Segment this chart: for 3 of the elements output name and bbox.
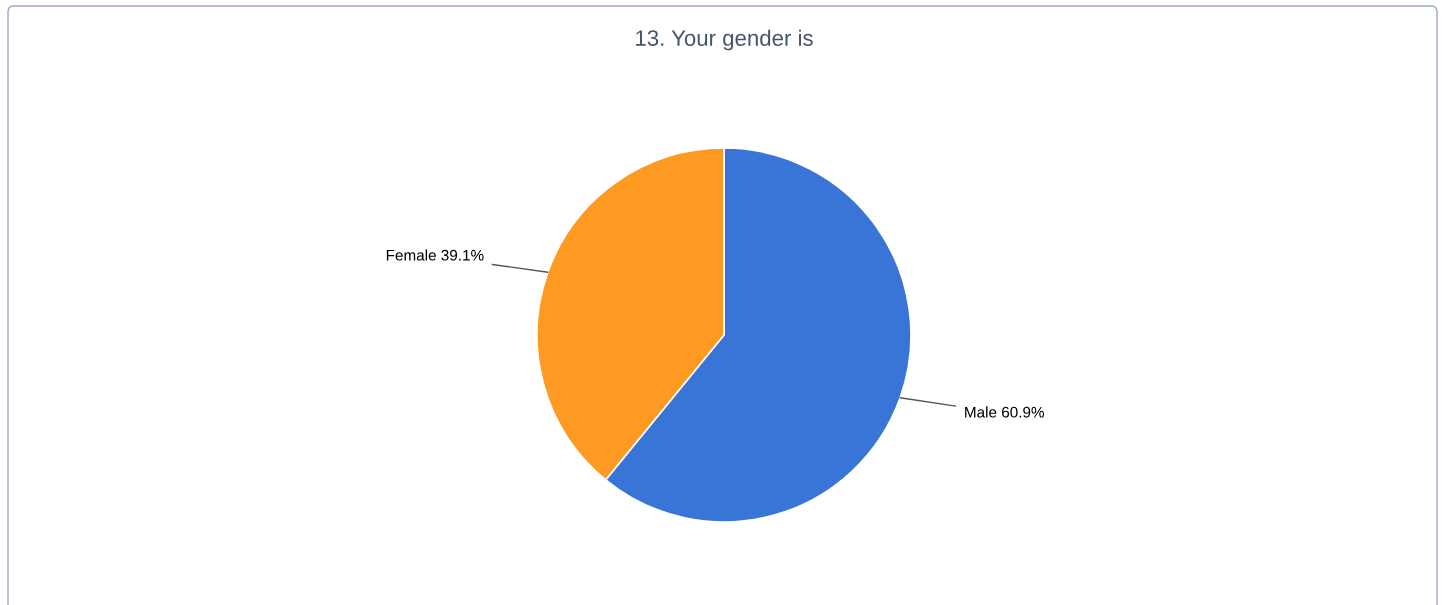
slice-label: Female 39.1%: [386, 249, 484, 261]
chart-title: 13. Your gender is: [636, 29, 813, 51]
slice-label: Male 60.9%: [965, 406, 1045, 418]
